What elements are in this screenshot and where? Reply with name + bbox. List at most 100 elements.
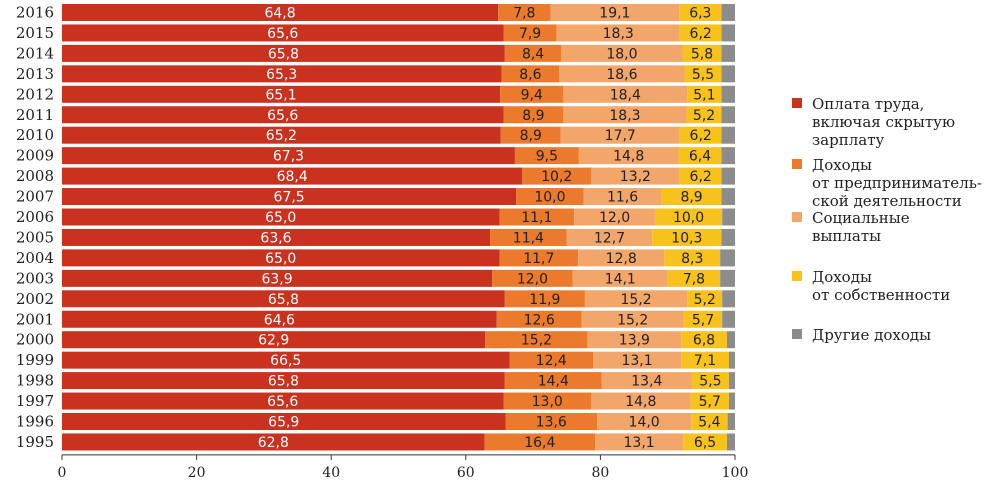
bar-value-label: 65,8 — [268, 374, 299, 390]
bar-value-label: 13,2 — [620, 169, 651, 185]
bar-segment — [500, 85, 564, 103]
year-label: 2001 — [16, 310, 54, 328]
legend-label: Оплата труда, — [812, 95, 924, 113]
bar-value-label: 65,0 — [265, 210, 296, 226]
legend-label: Доходы — [812, 156, 872, 174]
bar-segment — [62, 4, 499, 21]
bar-segment — [727, 413, 735, 430]
bar-segment — [62, 126, 501, 144]
bar-segment — [584, 290, 688, 308]
year-label: 2004 — [16, 249, 54, 267]
bar-value-label: 66,5 — [270, 353, 301, 369]
x-tick-label: 60 — [457, 465, 475, 481]
bar-segment — [601, 372, 692, 390]
bar-segment — [62, 310, 497, 328]
bar-segment — [728, 392, 735, 410]
bar-value-label: 12,7 — [594, 230, 625, 246]
bar-segment — [679, 167, 722, 185]
legend-label: от предприниматель- — [812, 174, 982, 192]
bar-value-label: 64,8 — [264, 6, 295, 22]
bar-value-label: 11,4 — [513, 230, 544, 246]
legend-label: выплаты — [812, 227, 881, 245]
bar-segment — [597, 413, 692, 430]
x-tick-label: 80 — [591, 465, 609, 481]
year-label: 2007 — [16, 188, 54, 206]
year-label: 2002 — [16, 290, 54, 308]
bar-segment — [62, 413, 506, 430]
legend-swatch — [792, 329, 802, 339]
bar-segment — [583, 188, 662, 206]
bar-segment — [652, 228, 722, 246]
bar-segment — [62, 44, 505, 62]
bar-value-label: 65,9 — [268, 415, 299, 431]
bar-value-label: 16,4 — [524, 435, 555, 451]
bar-value-label: 11,1 — [521, 210, 552, 226]
bar-segment — [595, 433, 684, 451]
legend-swatch — [792, 212, 802, 222]
bar-value-label: 7,9 — [519, 26, 541, 42]
bar-value-label: 18,3 — [603, 26, 634, 42]
bar-value-label: 6,4 — [689, 149, 711, 165]
bar-segment — [485, 331, 588, 349]
legend-label: Другие доходы — [812, 326, 931, 344]
bar-value-label: 14,8 — [625, 394, 656, 410]
bar-value-label: 65,0 — [265, 251, 296, 267]
x-tick-label: 40 — [322, 465, 340, 481]
bar-segment — [687, 290, 723, 308]
bar-value-label: 14,4 — [538, 374, 569, 390]
bar-segment — [62, 24, 504, 42]
bar-segment — [654, 208, 723, 226]
bar-value-label: 65,8 — [268, 46, 299, 62]
bar-value-label: 65,6 — [267, 26, 298, 42]
bar-segment — [679, 126, 722, 144]
bar-value-label: 6,2 — [690, 169, 712, 185]
bar-segment — [721, 106, 735, 124]
bar-value-label: 7,1 — [694, 353, 716, 369]
bar-segment — [62, 269, 493, 287]
bar-segment — [505, 413, 598, 430]
bar-value-label: 12,6 — [524, 312, 555, 328]
bar-segment — [722, 290, 735, 308]
bar-segment — [509, 351, 593, 369]
bar-value-label: 15,2 — [620, 292, 651, 308]
bar-segment — [492, 269, 573, 287]
bar-segment — [721, 85, 735, 103]
bar-value-label: 7,8 — [683, 271, 705, 287]
bar-segment — [679, 4, 722, 21]
bar-value-label: 18,0 — [606, 46, 637, 62]
bar-segment — [499, 249, 579, 267]
legend-swatch — [792, 159, 802, 169]
bar-value-label: 18,6 — [606, 67, 637, 83]
bar-segment — [496, 310, 582, 328]
bar-segment — [678, 147, 722, 165]
bar-value-label: 65,2 — [266, 128, 297, 144]
bar-segment — [722, 310, 735, 328]
bar-value-label: 8,4 — [522, 46, 544, 62]
bar-segment — [592, 351, 682, 369]
bar-value-label: 14,8 — [613, 149, 644, 165]
bar-segment — [590, 167, 680, 185]
year-label: 1997 — [16, 392, 54, 410]
bar-segment — [504, 44, 562, 62]
bar-segment — [550, 4, 680, 21]
bar-segment — [721, 147, 735, 165]
bar-value-label: 62,9 — [258, 333, 289, 349]
year-label: 2015 — [16, 24, 54, 42]
bar-value-label: 5,4 — [698, 415, 720, 431]
year-label: 1998 — [16, 372, 54, 390]
bar-segment — [578, 249, 665, 267]
bar-segment — [574, 208, 655, 226]
x-tick-label: 20 — [188, 465, 206, 481]
year-label: 2009 — [16, 147, 54, 165]
bar-segment — [687, 85, 722, 103]
bar-segment — [664, 249, 721, 267]
bar-segment — [62, 106, 504, 124]
bar-value-label: 62,8 — [258, 435, 289, 451]
bar-segment — [667, 269, 721, 287]
bar-segment — [62, 351, 510, 369]
bar-value-label: 18,4 — [610, 87, 641, 103]
year-label: 2000 — [16, 331, 54, 349]
bar-value-label: 11,9 — [529, 292, 560, 308]
bar-value-label: 6,2 — [690, 128, 712, 144]
bar-segment — [62, 228, 491, 246]
